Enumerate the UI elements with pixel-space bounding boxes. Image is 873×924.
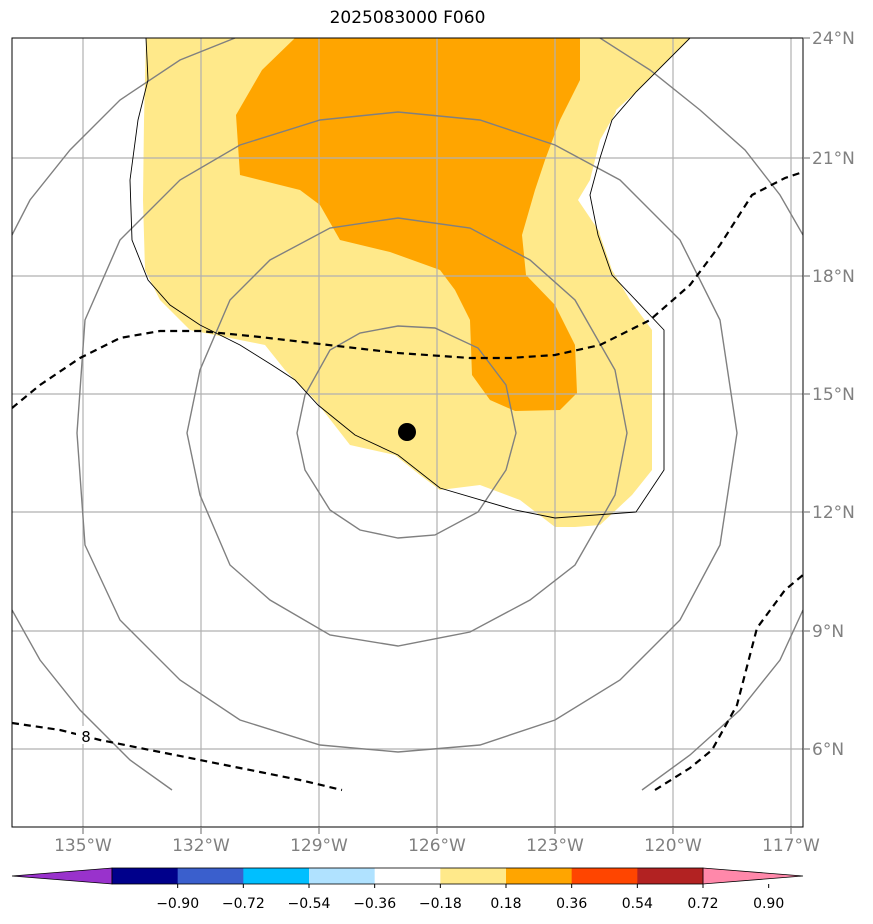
contour-ring-2 — [186, 217, 628, 647]
colorbar-segment — [506, 868, 573, 884]
contour-ring-4-lower-right — [641, 609, 803, 791]
colorbar-segment — [571, 868, 638, 884]
map-frame — [11, 37, 804, 828]
colorbar-label: 0.72 — [687, 896, 718, 912]
contour-ring-4-left — [12, 38, 236, 236]
dashed-line-lower-right — [654, 574, 803, 791]
colorbar-label: −0.54 — [288, 896, 331, 912]
colorbar-arrow-low — [11, 867, 113, 885]
colorbar-segment — [440, 868, 507, 884]
colorbar-label: 0.18 — [490, 896, 521, 912]
colorbar-arrow-high — [702, 867, 804, 885]
lat-label: 18°N — [812, 267, 855, 287]
contour-ring-4-lower-left — [12, 609, 173, 791]
lat-label: 6°N — [812, 740, 844, 760]
colorbar-segment — [637, 868, 704, 884]
colorbar-label: −0.90 — [156, 896, 199, 912]
colorbar: −0.90 −0.72 −0.54 −0.36 −0.18 0.18 0.36 0.54 0.7… — [11, 867, 804, 912]
colorbar-label: −0.18 — [419, 896, 462, 912]
colorbar-segment — [374, 868, 441, 884]
contour-ring-3 — [76, 111, 738, 753]
colorbar-label: 0.54 — [622, 896, 653, 912]
lon-gridlines — [82, 38, 792, 827]
lon-label: 123°W — [526, 836, 584, 856]
axis-ticks — [82, 37, 810, 834]
lon-labels: 135°W 132°W 129°W 126°W 123°W 120°W 117°… — [54, 836, 820, 856]
region-outline — [129, 38, 691, 519]
contour-ring-4-upper-right — [599, 38, 803, 236]
colorbar-label: −0.36 — [353, 896, 396, 912]
lon-label: 129°W — [290, 836, 348, 856]
colorbar-label: −0.72 — [222, 896, 265, 912]
colorbar-segment — [243, 868, 310, 884]
colorbar-segment — [177, 868, 244, 884]
lat-label: 12°N — [812, 503, 855, 523]
dashed-line-lower-left — [12, 721, 343, 792]
lon-label: 120°W — [644, 836, 702, 856]
lon-label: 117°W — [762, 836, 820, 856]
contour-ring-1 — [296, 325, 517, 539]
shade-clear-notch — [578, 38, 803, 340]
lon-label: 135°W — [54, 836, 112, 856]
lat-label: 9°N — [812, 622, 844, 642]
colorbar-segment — [309, 868, 376, 884]
colorbar-frame — [111, 867, 704, 885]
lon-label: 132°W — [172, 836, 230, 856]
dashed-line-upper — [12, 170, 803, 409]
shade-orange-region — [236, 38, 580, 411]
lat-label: 21°N — [812, 149, 855, 169]
colorbar-label: 0.90 — [753, 896, 784, 912]
contour-label: 8 — [81, 728, 91, 746]
colorbar-segment — [112, 868, 179, 884]
storm-center-marker — [398, 423, 416, 441]
map-title: 2025083000 F060 — [329, 8, 486, 28]
lat-labels: 24°N 21°N 18°N 15°N 12°N 9°N 6°N — [812, 29, 855, 760]
lon-label: 126°W — [408, 836, 466, 856]
lat-label: 24°N — [812, 29, 855, 49]
colorbar-label: 0.36 — [556, 896, 587, 912]
lat-label: 15°N — [812, 385, 855, 405]
pressure-contours — [12, 38, 803, 791]
